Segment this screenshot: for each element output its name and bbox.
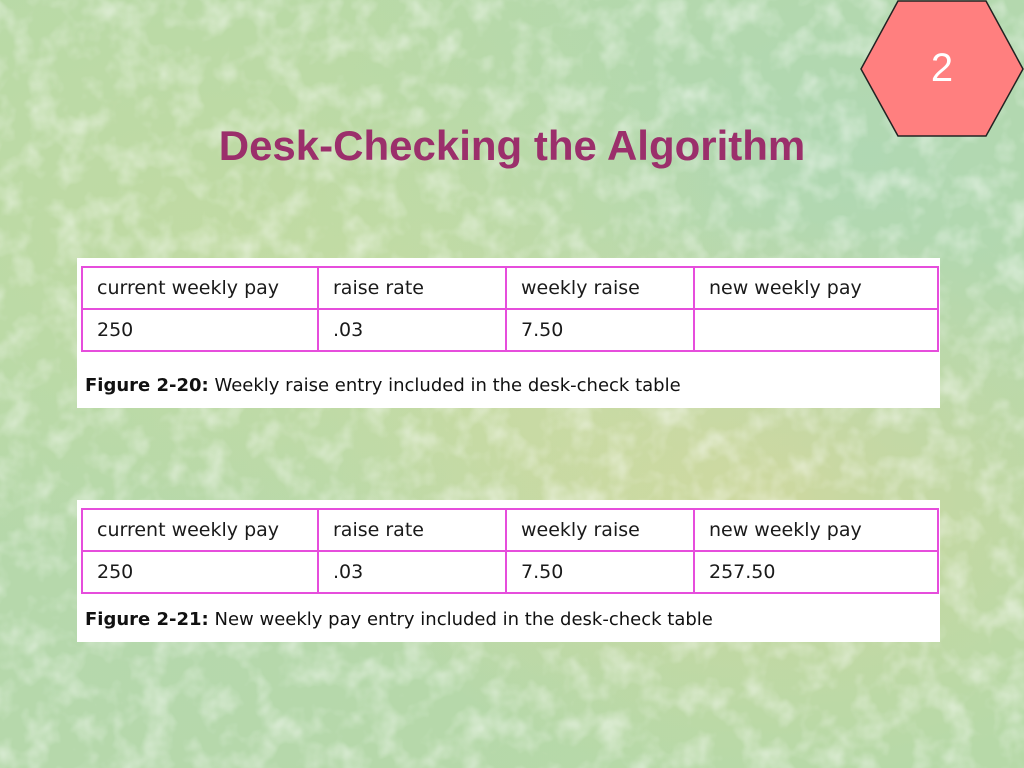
header-cell: current weekly pay — [81, 508, 319, 552]
figure-caption: Figure 2-20: Weekly raise entry included… — [85, 375, 681, 396]
table-header-row: current weekly pay raise rate weekly rai… — [81, 508, 939, 552]
table-header-row: current weekly pay raise rate weekly rai… — [81, 266, 939, 310]
caption-text: Weekly raise entry included in the desk-… — [208, 375, 681, 396]
table-cell: 257.50 — [693, 550, 939, 594]
figure-2-21: current weekly pay raise rate weekly rai… — [77, 500, 940, 642]
table-cell — [693, 308, 939, 352]
desk-check-table: current weekly pay raise rate weekly rai… — [81, 266, 939, 352]
header-cell: current weekly pay — [81, 266, 319, 310]
caption-label: Figure 2-21: — [85, 609, 209, 630]
header-cell: new weekly pay — [693, 266, 939, 310]
table-cell: 250 — [81, 308, 319, 352]
table-cell: .03 — [317, 308, 507, 352]
caption-label: Figure 2-20: — [85, 375, 209, 396]
header-cell: raise rate — [317, 266, 507, 310]
caption-text: New weekly pay entry included in the des… — [208, 609, 713, 630]
table-cell: 7.50 — [505, 550, 695, 594]
table-row: 250 .03 7.50 — [81, 308, 939, 352]
figure-2-20: current weekly pay raise rate weekly rai… — [77, 258, 940, 408]
header-cell: new weekly pay — [693, 508, 939, 552]
header-cell: weekly raise — [505, 266, 695, 310]
header-cell: weekly raise — [505, 508, 695, 552]
header-cell: raise rate — [317, 508, 507, 552]
slide-title: Desk-Checking the Algorithm — [218, 122, 806, 169]
table-cell: 7.50 — [505, 308, 695, 352]
table-row: 250 .03 7.50 257.50 — [81, 550, 939, 594]
page-number: 2 — [930, 46, 954, 90]
page-number-badge: 2 — [860, 0, 1024, 138]
table-cell: .03 — [317, 550, 507, 594]
table-cell: 250 — [81, 550, 319, 594]
hexagon-icon — [860, 0, 1024, 137]
desk-check-table: current weekly pay raise rate weekly rai… — [81, 508, 939, 594]
figure-caption: Figure 2-21: New weekly pay entry includ… — [85, 609, 713, 630]
